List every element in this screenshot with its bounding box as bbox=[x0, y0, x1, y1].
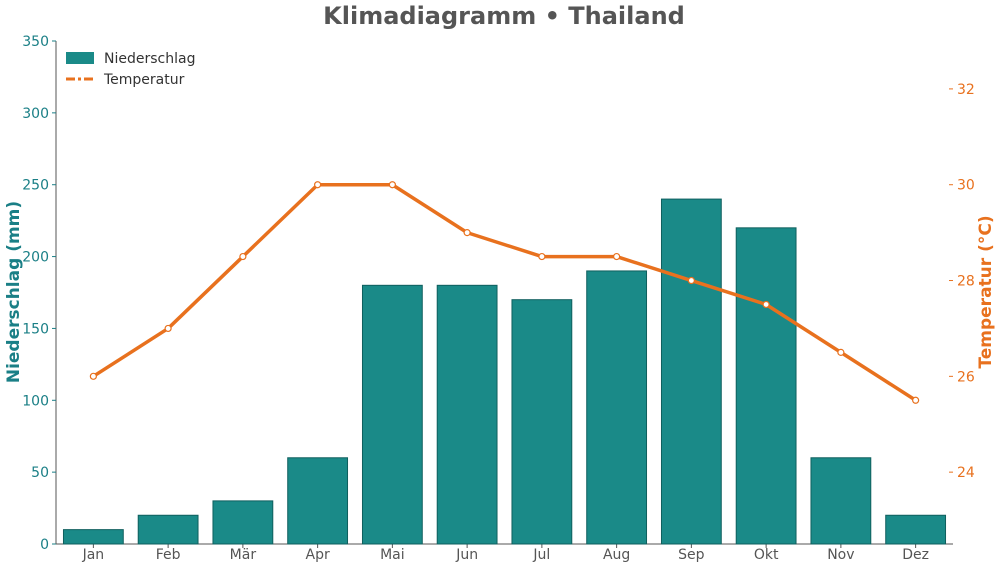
temperature-point-jan bbox=[89, 372, 97, 380]
y-left-tick-label: 100 bbox=[22, 393, 49, 409]
bar-jul bbox=[511, 299, 573, 545]
temperature-point-sep bbox=[687, 276, 695, 285]
x-tick-label: Feb bbox=[156, 547, 181, 563]
x-tick-label: Jun bbox=[455, 547, 478, 563]
temperature-point-mär bbox=[239, 252, 247, 261]
legend-swatch-niederschlag bbox=[66, 52, 94, 64]
temperature-point-nov bbox=[837, 348, 845, 356]
x-tick-label: Aug bbox=[603, 547, 630, 563]
axes: 0 50 100 150 200 250 300 350 24 26 28 30 32 Jan Feb Mär… bbox=[22, 34, 975, 563]
y-right-tick-label: 32 bbox=[957, 82, 975, 98]
y-left-tick-label: 250 bbox=[22, 178, 49, 194]
bar-sep bbox=[660, 198, 722, 545]
y-left-tick-label: 50 bbox=[31, 465, 49, 481]
temperature-point-aug bbox=[613, 252, 621, 261]
temperature-point-okt bbox=[762, 300, 770, 309]
temperature-point-jul bbox=[538, 252, 546, 261]
y-left-tick-label: 0 bbox=[40, 537, 49, 553]
legend: Niederschlag Temperatur bbox=[66, 51, 195, 88]
x-tick-label: Jan bbox=[82, 547, 105, 563]
bar-okt bbox=[735, 227, 797, 545]
y-left-tick-label: 300 bbox=[22, 106, 49, 122]
x-tick-label: Sep bbox=[678, 547, 705, 563]
temperature-point-feb bbox=[164, 324, 172, 333]
bar-mai bbox=[361, 284, 423, 545]
y-left-tick-label: 200 bbox=[22, 250, 49, 266]
line-series-temperatur bbox=[89, 181, 920, 404]
bar-nov bbox=[810, 457, 872, 545]
y-right-tick-label: 28 bbox=[957, 274, 975, 290]
temperature-point-mai bbox=[388, 181, 396, 189]
legend-label-temperatur: Temperatur bbox=[103, 72, 185, 88]
x-tick-label: Mär bbox=[230, 547, 257, 563]
y-right-tick-label: 24 bbox=[957, 465, 975, 481]
temperature-point-apr bbox=[314, 181, 322, 189]
x-tick-label: Dez bbox=[902, 547, 929, 563]
bar-aug bbox=[586, 270, 648, 545]
y-left-tick-label: 350 bbox=[22, 34, 49, 50]
x-tick-label: Apr bbox=[306, 547, 330, 563]
temperature-line bbox=[91, 182, 918, 403]
bar-dez bbox=[885, 514, 947, 545]
bar-mär bbox=[212, 500, 274, 545]
x-tick-label: Jul bbox=[532, 547, 550, 563]
legend-label-niederschlag: Niederschlag bbox=[104, 51, 195, 67]
temperature-point-dez bbox=[912, 396, 920, 404]
bar-jan bbox=[62, 529, 124, 545]
y-left-tick-label: 150 bbox=[22, 321, 49, 337]
y-right-tick-label: 30 bbox=[957, 178, 975, 194]
bar-feb bbox=[137, 514, 199, 545]
bar-apr bbox=[287, 457, 349, 545]
chart-title: Klimadiagramm • Thailand bbox=[323, 2, 685, 30]
y-axis-right-label: Temperatur (°C) bbox=[976, 215, 996, 368]
bar-series-niederschlag bbox=[62, 198, 947, 545]
y-right-tick-label: 26 bbox=[957, 369, 975, 385]
x-tick-label: Okt bbox=[754, 547, 779, 563]
x-tick-label: Nov bbox=[827, 547, 854, 563]
temperature-point-jun bbox=[463, 229, 471, 237]
y-axis-left-label: Niederschlag (mm) bbox=[4, 201, 24, 383]
x-tick-label: Mai bbox=[380, 547, 405, 563]
bar-jun bbox=[436, 284, 498, 545]
